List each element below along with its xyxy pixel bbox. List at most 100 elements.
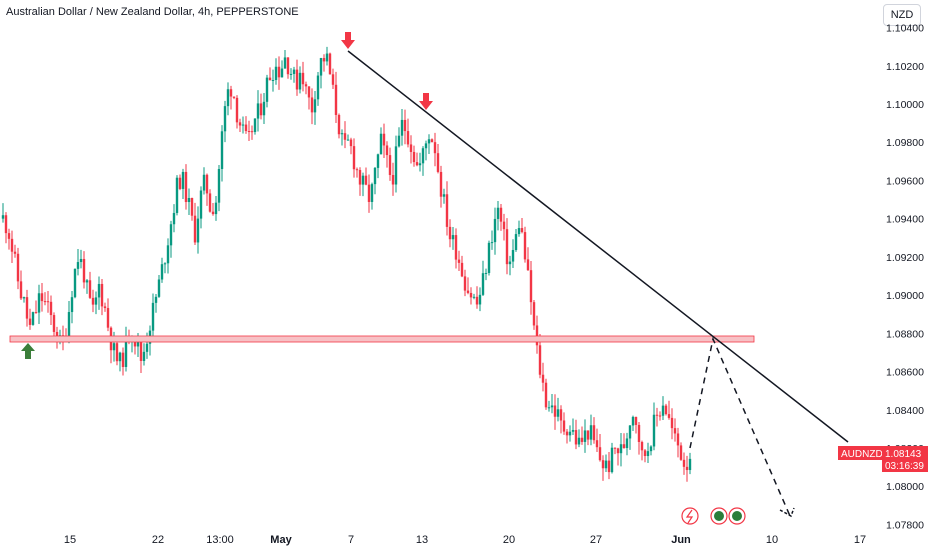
candle-body-bullish [145,343,149,352]
candle-body-bearish [670,417,674,429]
candle-body-bullish [688,458,692,471]
candle-body-bullish [280,68,284,78]
candle-body-bearish [10,238,14,252]
candle-body-bearish [574,430,578,445]
candle-body-bearish [523,232,527,260]
arrow-up-icon [21,343,35,359]
candle-body-bearish [301,72,305,85]
candle-body-bullish [325,53,329,62]
candle-body-bullish [361,175,365,185]
arrow-down-icon [341,32,355,49]
candle-body-bearish [580,437,584,442]
candle-body-bullish [220,131,224,170]
candle-body-bullish [37,293,41,313]
trendline[interactable] [347,50,849,443]
candle-body-bullish [94,297,98,305]
x-tick-label: 15 [64,534,76,546]
candle-body-bearish [634,416,638,425]
candle-body-bullish [490,242,494,244]
candle-body-bullish [421,148,425,164]
y-tick-label: 1.10000 [886,99,924,111]
candle-body-bullish [118,352,122,362]
candle-body-bearish [121,352,125,367]
candle-body-bearish [286,57,290,75]
candle-body-bearish [208,193,212,212]
x-tick-label: 27 [590,534,602,546]
candle-body-bearish [364,175,368,185]
candle-body-bearish [43,301,47,303]
candle-body-bullish [418,163,422,166]
x-tick-label: 20 [503,534,515,546]
candle-body-bullish [652,414,656,447]
candle-body-bearish [505,229,509,265]
candle-body-bullish [214,202,218,215]
candle-body-bearish [244,124,248,132]
candle-body-bullish [175,177,179,213]
candle-body-bullish [568,431,572,436]
candle-body-bullish [487,242,491,273]
candle-body-bullish [265,77,269,102]
candle-body-bearish [601,460,605,469]
candle-body-bearish [454,235,458,260]
candle-body-bearish [445,194,449,227]
candle-body-bullish [199,190,203,219]
candle-body-bearish [229,89,233,97]
candle-body-bearish [406,131,410,145]
y-tick-label: 1.08000 [886,481,924,493]
candle-body-bullish [85,280,89,283]
candle-body-bearish [139,342,143,361]
candle-body-bearish [388,155,392,175]
candle-body-bullish [478,294,482,305]
candle-body-bullish [424,143,428,149]
candle-body-bearish [247,131,251,133]
candle-body-bullish [196,218,200,243]
candle-body-bullish [514,234,518,250]
price-badge: AUDNZD 1.08143 03:16:39 [838,446,928,472]
candle-body-bullish [70,297,74,313]
candle-body-bearish [100,283,104,307]
lightning-icon[interactable] [681,507,699,525]
candle-body-bullish [589,425,593,440]
candle-body-bearish [115,343,119,362]
chart-title: Australian Dollar / New Zealand Dollar, … [6,6,299,18]
candle-body-bearish [88,280,92,298]
candle-body-bearish [28,318,32,325]
candle-body-bearish [532,302,536,326]
candle-body-bullish [610,447,614,473]
candle-body-bearish [463,276,467,291]
candle-body-bearish [460,262,464,277]
candle-body-bearish [553,405,557,417]
support-zone[interactable] [9,335,755,343]
candle-body-bullish [271,80,275,82]
candle-body-bearish [655,414,659,416]
candle-body-bearish [91,297,95,305]
candle-body-bearish [40,293,44,302]
projection-path[interactable] [689,336,791,517]
candle-body-bearish [106,308,110,328]
candle-body-bearish [235,97,239,123]
candle-body-bullish [550,405,554,408]
currency-button[interactable]: NZD [883,4,921,26]
candle-body-bullish [481,273,485,295]
candle-body-bearish [367,184,371,202]
event-flag-icon[interactable] [710,507,728,525]
candle-body-bearish [328,53,332,75]
candle-body-bearish [433,142,437,154]
candle-body-bullish [154,296,158,303]
candle-body-bullish [169,224,173,246]
candle-body-bullish [511,249,515,262]
candle-body-bullish [160,264,164,280]
candle-body-bullish [496,207,500,219]
y-tick-label: 1.09000 [886,290,924,302]
candle-body-bullish [181,171,185,189]
projection-arrowhead [779,507,795,518]
event-flag-icon[interactable] [728,507,746,525]
candle-body-bearish [676,433,680,446]
candle-body-bullish [625,438,629,449]
candle-body-bearish [322,58,326,62]
x-tick-label: 10 [766,534,778,546]
y-tick-label: 1.07800 [886,519,924,531]
y-tick-label: 1.08400 [886,405,924,417]
x-tick-label: 13:00 [206,534,234,546]
